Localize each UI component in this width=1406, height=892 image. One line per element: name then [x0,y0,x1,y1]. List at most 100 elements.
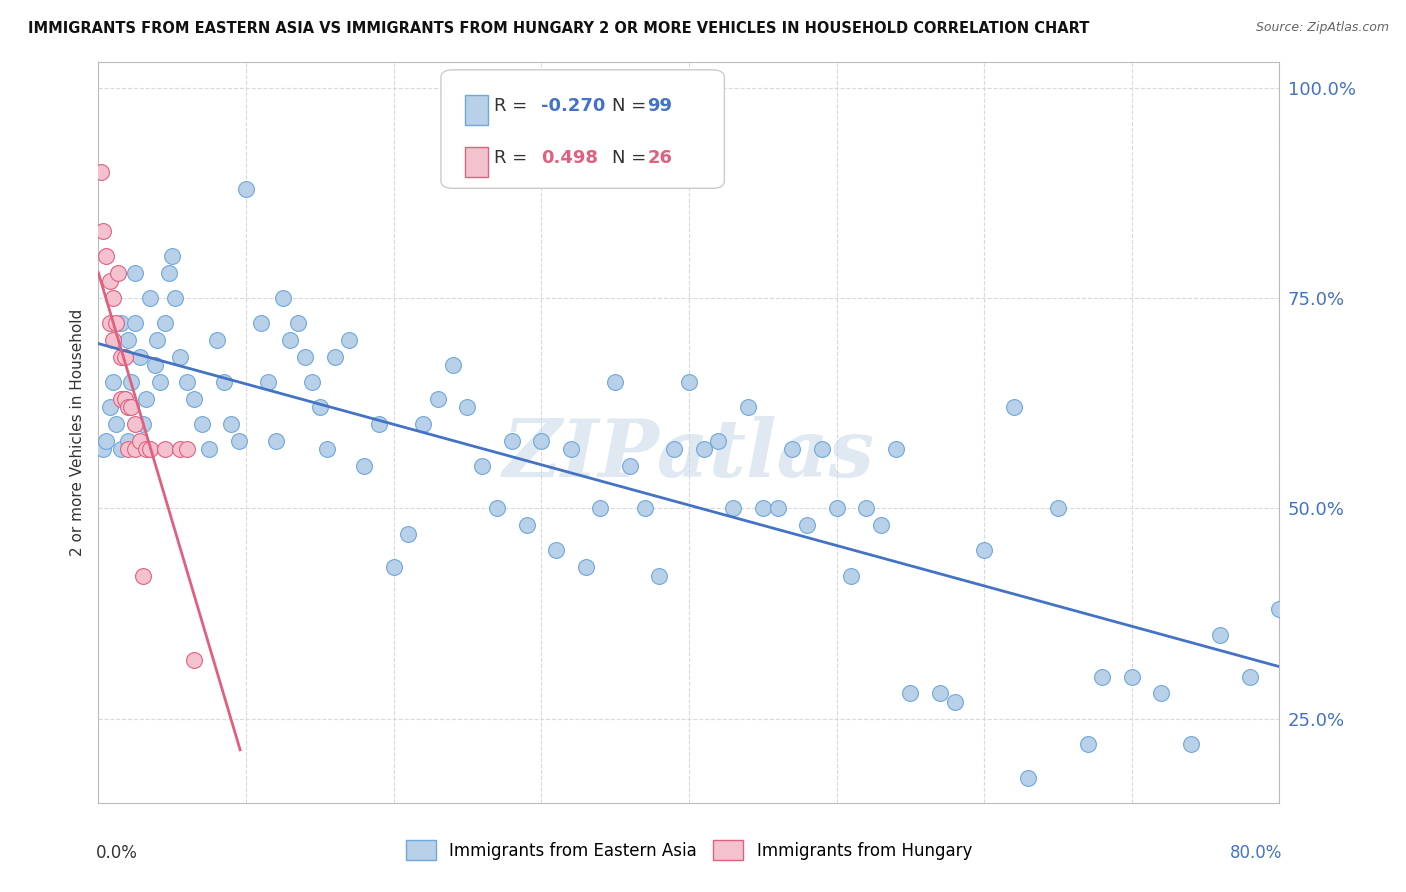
Point [103,333,125,347]
Point [723,501,745,516]
Point [198,442,221,457]
Point [441,359,464,373]
Point [1091,670,1114,684]
Point [91,442,114,457]
Point [339,333,361,347]
Point [678,375,700,389]
Point [309,401,332,415]
Point [149,375,172,389]
Point [1209,627,1232,641]
Point [560,442,582,457]
Point [398,526,420,541]
Point [271,291,294,305]
FancyBboxPatch shape [464,95,488,125]
Point [132,568,155,582]
Point [221,417,243,432]
Point [796,518,818,533]
Point [169,442,191,457]
Point [1121,670,1143,684]
Point [94,434,117,448]
Point [162,249,183,263]
Point [546,543,568,558]
Text: 80.0%: 80.0% [1229,844,1282,862]
Point [124,442,146,457]
Point [664,442,686,457]
Point [1077,737,1099,751]
Point [766,501,789,516]
Point [752,501,775,516]
Point [929,686,952,700]
Point [471,459,494,474]
Point [117,401,139,415]
Point [117,442,139,457]
Point [841,568,863,582]
Point [183,653,205,667]
Point [1018,771,1040,785]
Point [1047,501,1070,516]
Point [176,375,198,389]
Legend: Immigrants from Eastern Asia, Immigrants from Hungary: Immigrants from Eastern Asia, Immigrants… [398,831,980,869]
Point [412,417,434,432]
Point [103,375,125,389]
Point [605,375,627,389]
Point [884,442,907,457]
Point [280,333,302,347]
Point [183,392,205,406]
Point [382,560,405,574]
Point [516,518,538,533]
Point [110,316,132,330]
Point [737,401,759,415]
Point [634,501,657,516]
Point [124,266,146,280]
Point [139,291,162,305]
Point [132,417,155,432]
Point [143,359,166,373]
Point [235,181,257,195]
Point [146,333,169,347]
Text: ZIPatlas: ZIPatlas [503,416,875,493]
Point [287,316,309,330]
Point [693,442,716,457]
Point [316,442,339,457]
Point [707,434,730,448]
Point [589,501,612,516]
Point [157,266,180,280]
Point [107,266,129,280]
Point [128,434,150,448]
Point [124,316,146,330]
Point [855,501,877,516]
Point [943,695,966,709]
Y-axis label: 2 or more Vehicles in Household: 2 or more Vehicles in Household [69,309,84,557]
Point [619,459,641,474]
Text: R =: R = [494,149,533,167]
Point [294,350,316,364]
Point [105,417,128,432]
Text: Source: ZipAtlas.com: Source: ZipAtlas.com [1256,21,1389,34]
Point [114,392,136,406]
Point [575,560,598,574]
Point [427,392,450,406]
Point [165,291,187,305]
Text: N =: N = [612,149,652,167]
Point [105,316,128,330]
Text: -0.270: -0.270 [541,97,606,115]
Point [120,375,142,389]
Point [120,401,142,415]
Point [530,434,553,448]
Point [501,434,523,448]
Point [135,392,157,406]
Point [648,568,671,582]
Point [110,392,132,406]
Point [870,518,893,533]
Point [1180,737,1202,751]
Point [135,442,157,457]
Point [782,442,804,457]
Point [257,375,280,389]
Point [212,375,235,389]
Point [153,442,176,457]
Point [169,350,191,364]
Point [973,543,995,558]
Point [90,165,112,179]
Text: R =: R = [494,97,533,115]
Point [139,442,162,457]
